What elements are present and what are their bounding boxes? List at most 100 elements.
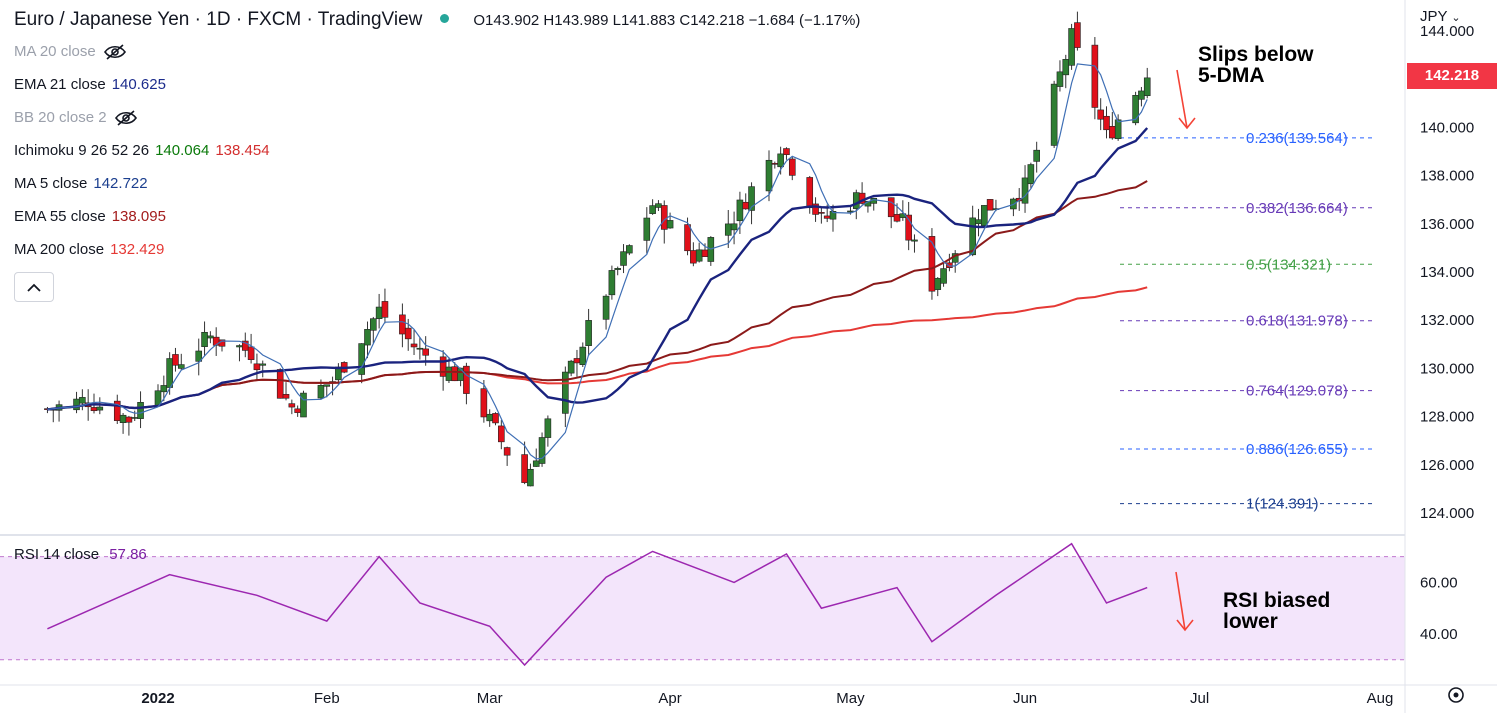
rsi-tick-label: 40.00 [1420,626,1458,643]
fib-level-label: 0.236(139.564) [1246,130,1348,147]
eye-hidden-icon[interactable] [113,109,139,127]
candle-body [730,223,738,231]
candle-body [207,335,214,339]
time-tick-label: Aug [1367,690,1394,707]
candle-body [893,214,901,222]
price-tick-label: 134.000 [1420,264,1474,281]
candle-body [457,367,464,381]
candle-body [399,314,406,335]
candle-body [1097,109,1104,120]
candle-body [1074,22,1081,48]
time-tick-label: 2022 [141,690,174,707]
candle-body [608,270,616,296]
candle-body [887,197,895,218]
annotation-price[interactable]: Slips below 5-DMA [1198,43,1314,87]
legend-ma200[interactable]: MA 200 close 132.429 [14,241,165,258]
candle-body [422,348,429,356]
candle-body [573,358,581,364]
candle-body [829,211,837,220]
candle-body [282,394,290,399]
candle-body [765,159,773,192]
time-tick-label: Jun [1013,690,1037,707]
candle-body [748,186,755,211]
rsi-band [0,556,1405,660]
time-tick-label: Jul [1190,690,1209,707]
candle-body [247,346,255,360]
candle-body [300,392,307,418]
symbol-title[interactable]: Euro / Japanese Yen · 1D · FXCM · Tradin… [14,9,423,30]
candle-body [73,398,80,411]
price-tick-label: 130.000 [1420,360,1474,377]
candle-body [527,468,534,487]
down-arrow-price [1176,69,1188,129]
candle-body [201,331,208,347]
price-tick-label: 126.000 [1420,457,1474,474]
legend-ma20[interactable]: MA 20 close [14,38,276,71]
candle-body [602,295,610,320]
market-status-icon [440,14,450,23]
candle-body [585,320,592,346]
candle-body [736,199,744,222]
candle-body [742,201,750,210]
candle-body [375,306,383,319]
gear-icon[interactable] [1448,687,1464,703]
candle-body [521,454,528,483]
candle-body [253,363,261,371]
candle-body [1050,83,1058,146]
price-tick-label: 132.000 [1420,312,1474,329]
legend-ema21[interactable]: EMA 21 close 140.625 [14,76,166,93]
last-price-tag: 142.218 [1407,63,1497,89]
candle-body [480,388,488,418]
candle-body [131,417,139,419]
candle-body [160,385,168,393]
candle-body [381,301,389,318]
rsi-legend[interactable]: RSI 14 close 57.86 [14,546,147,563]
price-tick-label: 124.000 [1420,505,1474,522]
candle-body [1027,164,1035,185]
candle-body [614,268,622,270]
collapse-legend-button[interactable] [14,272,54,302]
indicator-legend: MA 20 close EMA 21 close 140.625 BB 20 cl… [14,38,276,269]
ma5-line [47,63,1148,460]
fib-level-label: 0.5(134.321) [1246,256,1331,273]
candle-body [364,329,371,346]
candle-body [724,223,732,236]
time-tick-label: May [836,690,865,707]
currency-selector[interactable]: JPY ⌄ [1420,8,1461,25]
time-tick-label: Apr [658,690,681,707]
legend-ema55[interactable]: EMA 55 close 138.095 [14,208,166,225]
candle-body [1143,77,1151,97]
candle-body [777,153,784,168]
legend-ma5[interactable]: MA 5 close 142.722 [14,175,148,192]
fib-level-label: 0.886(126.655) [1246,441,1348,458]
candle-body [137,402,144,419]
candle-body [323,384,331,387]
candle-body [503,447,511,456]
candle-body [317,385,325,399]
candle-body [783,148,790,155]
fib-level-label: 0.618(131.978) [1246,313,1348,330]
candle-body [823,215,831,219]
candle-body [562,371,569,414]
candle-body [928,236,936,292]
candle-body [544,418,552,438]
candle-body [986,199,994,211]
candle-body [492,413,499,424]
candle-body [119,414,127,423]
candle-body [358,343,365,375]
annotation-rsi[interactable]: RSI biased lower [1223,589,1331,633]
legend-bb20[interactable]: BB 20 close 2 [14,104,276,137]
ohlc-values: O143.902 H143.989 L141.883 C142.218 −1.6… [473,12,861,29]
ema55-line [47,180,1148,411]
candle-body [666,220,674,229]
ema21-line [47,127,1149,411]
eye-hidden-icon[interactable] [102,43,128,61]
candle-body [177,364,185,369]
legend-ichimoku[interactable]: Ichimoku 9 26 52 26 140.064 138.454 [14,142,270,159]
candle-body [166,358,173,388]
candle-body [532,460,540,467]
candle-body [771,163,779,165]
candle-body [416,347,424,350]
fib-level-label: 0.764(129.078) [1246,383,1348,400]
